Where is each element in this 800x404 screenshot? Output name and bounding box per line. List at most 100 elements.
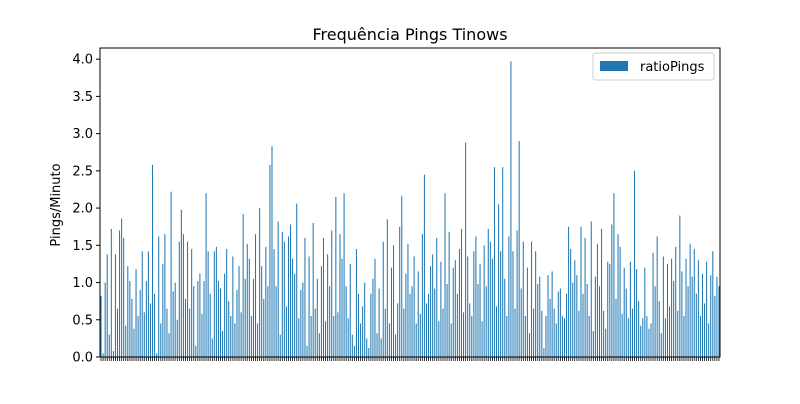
bar [226, 249, 228, 357]
bar [430, 266, 432, 357]
bar [203, 281, 205, 357]
bar [345, 286, 347, 357]
bar [706, 261, 708, 357]
bar [607, 261, 609, 357]
bar [673, 281, 675, 357]
bar [566, 293, 568, 357]
bar [423, 174, 425, 357]
bar [586, 284, 588, 357]
bar [252, 278, 254, 357]
bar [421, 234, 423, 357]
bar [213, 251, 215, 357]
bar [219, 288, 222, 357]
bar [370, 293, 372, 357]
bar [685, 258, 687, 357]
bar [281, 231, 283, 357]
bar [652, 252, 654, 357]
bar [436, 237, 438, 357]
bar [384, 308, 386, 357]
bar [106, 254, 108, 357]
bar [489, 241, 491, 357]
bar [290, 224, 292, 357]
bar [199, 273, 201, 357]
bar [545, 316, 547, 357]
bar [390, 267, 392, 357]
bar [240, 312, 242, 357]
bar [300, 289, 302, 357]
bar [180, 209, 182, 357]
bar [454, 260, 456, 357]
bar [689, 243, 691, 357]
plot-area: 0.0 0.5 1.0 1.5 2.0 2.5 3.0 3.5 4.0 [72, 47, 721, 366]
bar [174, 282, 176, 357]
bar [110, 228, 112, 357]
bar [467, 256, 469, 357]
bar [182, 234, 184, 357]
bar [380, 338, 382, 357]
bar [518, 141, 520, 357]
bar [596, 243, 598, 357]
bar [537, 284, 539, 357]
bar [640, 325, 642, 357]
bar [316, 278, 318, 357]
bar [588, 316, 590, 357]
bar [353, 345, 355, 357]
bar [366, 338, 368, 357]
bar [170, 191, 172, 357]
bar [516, 230, 518, 357]
bar [333, 316, 335, 357]
bar [331, 230, 333, 357]
bar [271, 146, 273, 357]
bar [205, 193, 207, 357]
bar [401, 196, 403, 357]
bar [473, 251, 475, 357]
bar [590, 221, 592, 357]
bar [528, 333, 530, 357]
bar [193, 286, 195, 357]
bar [129, 281, 131, 357]
bar [224, 273, 226, 357]
bar [337, 312, 339, 357]
bar [364, 282, 366, 357]
bar [605, 328, 607, 357]
bar [699, 316, 701, 357]
bar [598, 286, 601, 357]
bar [189, 308, 191, 357]
bar [568, 226, 570, 357]
y-tick-label: 2.5 [72, 164, 93, 179]
bar [215, 246, 217, 357]
bar [438, 321, 440, 357]
bar [279, 334, 281, 357]
bar [493, 167, 495, 357]
bar [681, 271, 683, 357]
bar [625, 288, 627, 357]
bar [582, 293, 584, 357]
bar [263, 298, 265, 357]
bar [267, 286, 269, 357]
bar [386, 219, 388, 357]
bar [168, 333, 170, 357]
bar [347, 318, 349, 357]
y-tick-label: 1.0 [72, 276, 93, 291]
bar [374, 258, 376, 357]
bar [428, 293, 430, 357]
bar [524, 316, 526, 357]
bar [339, 234, 341, 357]
bar [304, 237, 306, 357]
bar [477, 284, 479, 357]
bar [514, 308, 516, 357]
bar [176, 319, 178, 357]
bar [135, 269, 137, 357]
bar [265, 246, 267, 357]
bar [510, 61, 512, 358]
bar [666, 263, 668, 357]
bar [526, 267, 528, 357]
axes-frame [99, 47, 721, 358]
bar [671, 258, 673, 357]
bar [578, 310, 580, 357]
bar [475, 236, 477, 357]
bar [617, 234, 619, 357]
bar [275, 286, 277, 357]
bar [325, 321, 327, 357]
